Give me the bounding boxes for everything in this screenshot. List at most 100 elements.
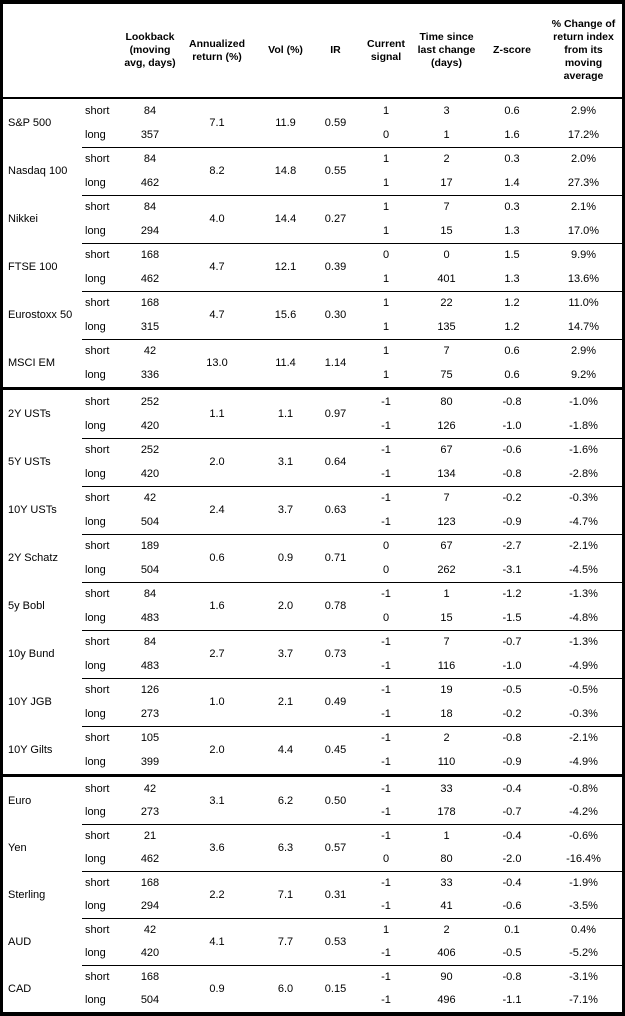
z-score-long: -2.0	[502, 853, 522, 866]
vol-value: 12.1	[274, 261, 297, 273]
days-since-change-short: 2	[443, 923, 450, 936]
col-header-annualized-return: Annualized return (%)	[176, 4, 258, 97]
z-score-short: 0.3	[504, 201, 520, 213]
z-score-short: 0.3	[504, 153, 520, 165]
days-since-change-long: 401	[437, 273, 456, 285]
current-signal-short: 0	[382, 249, 390, 261]
current-signal-short: -1	[381, 876, 391, 889]
pct-change-long: 27.3%	[567, 177, 600, 189]
ir-value: 0.49	[324, 696, 347, 708]
period-label-short: short	[85, 636, 110, 648]
ir-value: 0.78	[324, 600, 347, 612]
period-label-long: long	[85, 468, 106, 480]
pct-change-short: -1.6%	[569, 444, 598, 456]
z-score-long: 1.3	[504, 225, 520, 237]
current-signal-long: -1	[381, 660, 391, 672]
asset-group: 10Y Gilts short long 105 399 2.0 4.4 0.4…	[3, 726, 622, 774]
asset-name: 2Y USTs	[8, 408, 51, 420]
current-signal-long: 0	[382, 564, 390, 576]
pct-change-short: -2.1%	[569, 732, 598, 744]
pct-change-short: -3.1%	[569, 970, 598, 983]
current-signal-short: 0	[382, 540, 390, 552]
vol-value: 6.3	[277, 841, 294, 854]
lookback-value-long: 315	[140, 321, 160, 333]
asset-name: 5y Bobl	[8, 600, 45, 612]
asset-group: 2Y Schatz short long 189 504 0.6 0.9 0.7…	[3, 534, 622, 582]
current-signal-short: -1	[381, 829, 391, 842]
col-header-ir-label: IR	[330, 44, 341, 56]
z-score-long: -0.9	[502, 516, 522, 528]
lookback-value-short: 189	[140, 540, 160, 552]
current-signal-long: 1	[382, 177, 390, 189]
z-score-short: -0.5	[502, 684, 522, 696]
lookback-value-short: 105	[140, 732, 160, 744]
lookback-value-long: 420	[140, 947, 160, 960]
z-score-short: -0.7	[502, 636, 522, 648]
current-signal-long: -1	[381, 994, 391, 1007]
ir-value: 0.71	[324, 552, 347, 564]
z-score-short: -0.6	[502, 444, 522, 456]
lookback-value-long: 420	[140, 420, 160, 432]
lookback-value-short: 84	[143, 201, 157, 213]
ir-value: 0.63	[324, 504, 347, 516]
days-since-change-short: 90	[440, 970, 453, 983]
pct-change-short: 2.1%	[570, 201, 597, 213]
col-header-lookback: Lookback (moving avg, days)	[124, 4, 176, 97]
vol-value: 14.8	[274, 165, 297, 177]
lookback-value-long: 357	[140, 129, 160, 141]
asset-name: AUD	[8, 935, 32, 948]
vol-value: 6.0	[277, 982, 294, 995]
z-score-short: -0.8	[502, 396, 522, 408]
days-since-change-short: 7	[443, 345, 450, 357]
asset-group: 5Y USTs short long 252 420 2.0 3.1 0.64 …	[3, 438, 622, 486]
col-header-vol-label: Vol (%)	[268, 44, 303, 56]
section-bonds: 2Y USTs short long 252 420 1.1 1.1 0.97 …	[3, 387, 622, 774]
current-signal-long: 0	[382, 612, 390, 624]
z-score-short: 0.1	[504, 923, 520, 936]
ir-value: 0.31	[324, 888, 347, 901]
pct-change-long: -4.2%	[569, 806, 598, 819]
days-since-change-long: 126	[437, 420, 456, 432]
pct-change-long: -4.5%	[569, 564, 598, 576]
ir-value: 0.50	[324, 794, 347, 807]
annualized-return-value: 3.6	[209, 841, 225, 854]
annualized-return-value: 8.2	[209, 165, 225, 177]
lookback-value-long: 462	[140, 273, 160, 285]
lookback-value-short: 84	[143, 105, 157, 117]
pct-change-long: -5.2%	[569, 947, 598, 960]
current-signal-long: -1	[381, 756, 391, 768]
pct-change-long: 14.7%	[567, 321, 600, 333]
pct-change-long: 17.0%	[567, 225, 600, 237]
current-signal-long: 1	[382, 321, 390, 333]
period-label-long: long	[85, 900, 106, 913]
pct-change-short: -1.3%	[569, 588, 598, 600]
period-label-short: short	[85, 105, 110, 117]
days-since-change-short: 7	[443, 201, 450, 213]
lookback-value-long: 294	[140, 900, 160, 913]
asset-group: MSCI EM short long 42 336 13.0 11.4 1.14…	[3, 339, 622, 387]
days-since-change-long: 75	[440, 369, 453, 381]
current-signal-long: -1	[381, 468, 391, 480]
days-since-change-long: 496	[437, 994, 456, 1007]
lookback-value-long: 504	[140, 516, 160, 528]
pct-change-short: 2.9%	[570, 105, 597, 117]
lookback-value-long: 504	[140, 564, 160, 576]
section-equities: S&P 500 short long 84 357 7.1 11.9 0.59 …	[3, 99, 622, 387]
period-label-short: short	[85, 829, 110, 842]
days-since-change-short: 1	[443, 588, 450, 600]
days-since-change-short: 3	[443, 105, 450, 117]
current-signal-short: -1	[381, 588, 391, 600]
vol-value: 2.0	[277, 600, 294, 612]
days-since-change-short: 80	[440, 396, 453, 408]
vol-value: 2.1	[277, 696, 294, 708]
z-score-long: -1.0	[502, 420, 522, 432]
annualized-return-value: 4.7	[209, 261, 225, 273]
col-header-vol: Vol (%)	[258, 4, 313, 97]
asset-name: S&P 500	[8, 117, 52, 129]
lookback-value-short: 168	[140, 297, 160, 309]
lookback-value-short: 84	[143, 153, 157, 165]
annualized-return-value: 4.7	[209, 309, 225, 321]
col-header-pct-change: % Change of return index from its moving…	[545, 4, 622, 97]
asset-group: 10Y USTs short long 42 504 2.4 3.7 0.63 …	[3, 486, 622, 534]
